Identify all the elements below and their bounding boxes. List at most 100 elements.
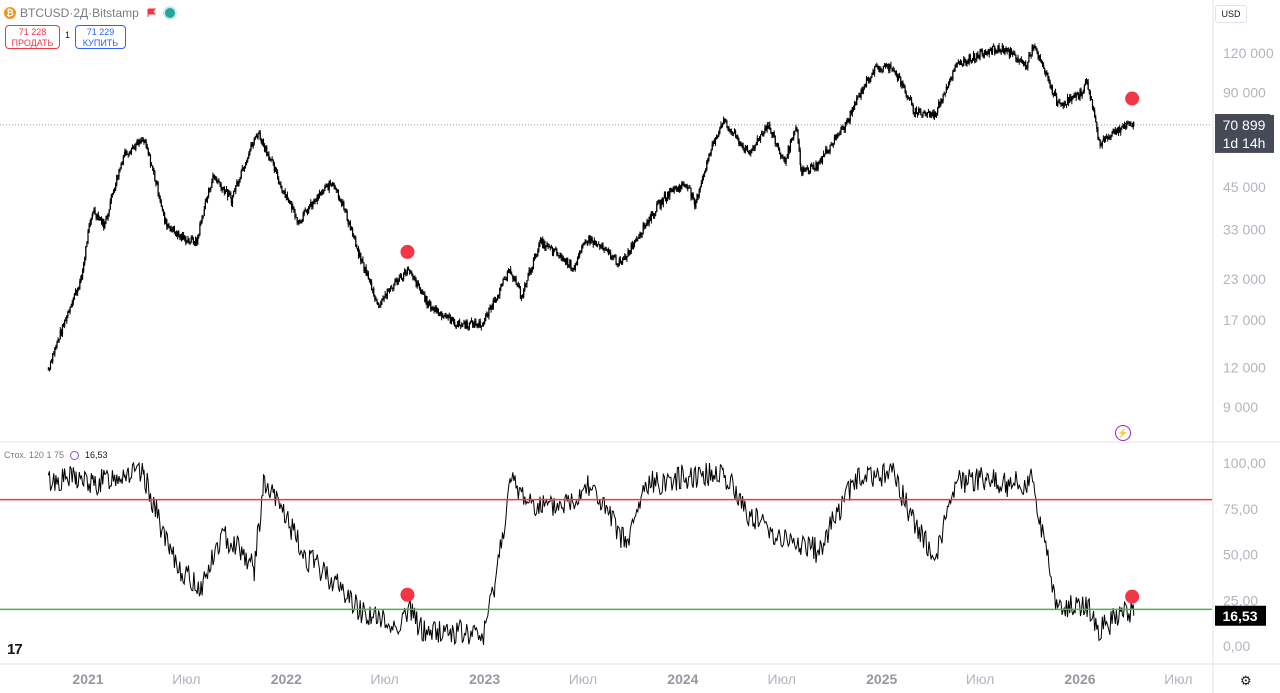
candle-body xyxy=(335,187,337,190)
candle-body xyxy=(464,322,466,328)
candle xyxy=(971,57,974,63)
candle xyxy=(787,145,789,159)
candle-body xyxy=(941,99,943,101)
candle-body xyxy=(287,199,290,203)
indicator-legend[interactable]: Стох. 120 1 75 16,53 xyxy=(4,450,108,460)
candle-body xyxy=(411,272,413,275)
candle-body xyxy=(210,187,212,191)
candle-body xyxy=(711,144,713,151)
candle xyxy=(978,54,980,60)
candle-body xyxy=(733,131,736,134)
symbol-header[interactable]: ₿ BTCUSD · 2Д · Bitstamp xyxy=(4,5,175,21)
candle-body xyxy=(365,267,367,276)
candle-body xyxy=(455,326,457,327)
candle xyxy=(710,149,712,157)
candle xyxy=(344,208,346,214)
candle-body xyxy=(282,190,284,192)
candle xyxy=(984,49,987,56)
candle-body xyxy=(667,191,669,198)
candle-body xyxy=(435,307,437,313)
candle xyxy=(906,94,908,101)
candle xyxy=(1046,70,1048,76)
candle xyxy=(270,158,272,163)
candle xyxy=(71,299,73,308)
candle xyxy=(104,221,106,229)
candle-body xyxy=(922,112,924,115)
candle-body xyxy=(1131,126,1133,128)
candle-body xyxy=(1084,82,1087,86)
currency-selector[interactable]: USD xyxy=(1215,5,1247,23)
candle-body xyxy=(965,60,967,65)
candle xyxy=(1121,125,1123,130)
candle-body xyxy=(994,46,996,53)
candle-body xyxy=(315,201,317,202)
candle xyxy=(443,315,445,320)
indicator-settings-icon[interactable] xyxy=(69,450,79,460)
candle xyxy=(490,305,492,313)
candle-body xyxy=(590,238,592,243)
candle xyxy=(997,45,999,54)
candle xyxy=(345,208,347,213)
candle-body xyxy=(743,149,745,152)
candle xyxy=(829,144,831,155)
buy-price: 71 229 xyxy=(86,27,115,37)
settings-gear-icon[interactable]: ⚙ xyxy=(1240,673,1252,688)
candle-body xyxy=(894,70,896,73)
candle-body xyxy=(329,181,331,185)
candle-body xyxy=(1022,60,1025,64)
candle xyxy=(518,283,520,289)
candle-body xyxy=(342,202,344,206)
candle-body xyxy=(474,321,476,328)
buy-button[interactable]: 71 229 КУПИТЬ xyxy=(75,25,126,49)
candle xyxy=(438,312,441,317)
candle xyxy=(240,169,242,180)
candle-body xyxy=(619,258,621,263)
red-flag-icon[interactable] xyxy=(147,8,157,18)
candle xyxy=(691,192,693,200)
tradingview-logo[interactable]: 17 xyxy=(7,641,23,658)
candle xyxy=(107,213,109,221)
candle xyxy=(782,154,784,160)
candle xyxy=(607,247,610,256)
candle-body xyxy=(804,170,806,172)
candle-body xyxy=(425,296,427,302)
candle-body xyxy=(1089,91,1091,100)
candle xyxy=(109,198,111,210)
candle xyxy=(525,283,527,288)
candle xyxy=(66,314,68,324)
candle xyxy=(304,207,306,212)
candle-body xyxy=(637,238,639,240)
candle xyxy=(557,251,559,257)
sell-button[interactable]: 71 228 ПРОДАТЬ xyxy=(5,25,60,49)
candle-body xyxy=(1098,138,1100,140)
candle-body xyxy=(205,200,208,202)
candle-body xyxy=(970,60,972,62)
candle-body xyxy=(410,271,412,273)
candle-body xyxy=(433,307,435,311)
candle-body xyxy=(812,164,814,167)
candle-body xyxy=(852,107,855,110)
candle xyxy=(786,153,788,159)
candle-body xyxy=(924,111,926,114)
candle-body xyxy=(811,165,813,167)
candle xyxy=(589,234,591,246)
candle-body xyxy=(281,187,283,192)
candle xyxy=(950,76,952,82)
candle-body xyxy=(457,320,460,325)
candle-body xyxy=(368,278,371,280)
candle xyxy=(73,292,76,301)
candle xyxy=(1056,92,1058,106)
lightning-icon[interactable]: ⚡ xyxy=(1115,425,1131,441)
candle xyxy=(491,303,493,311)
candle xyxy=(626,255,628,262)
candle xyxy=(931,111,933,119)
candle xyxy=(362,256,364,264)
candle-body xyxy=(469,322,472,324)
candle-body xyxy=(1064,102,1066,105)
candle xyxy=(88,223,90,234)
candle xyxy=(909,95,912,101)
price-tick-label: 120 000 xyxy=(1223,45,1274,61)
candle-body xyxy=(168,224,170,227)
candle-body xyxy=(92,212,94,215)
